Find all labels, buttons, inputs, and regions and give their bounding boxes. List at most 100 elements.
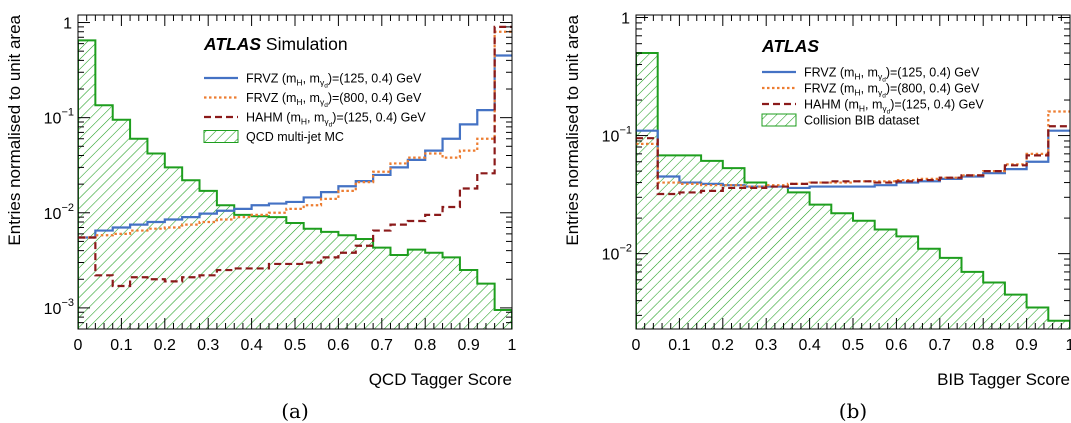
- series-line: [636, 110, 1070, 188]
- legend-header: ATLAS Simulation: [203, 34, 348, 54]
- legend-swatch: [761, 113, 797, 127]
- hatch-bin: [182, 180, 200, 329]
- panel-caption: (a): [281, 399, 309, 423]
- hatch-bin: [701, 160, 723, 329]
- hatch-bin: [874, 229, 897, 329]
- legend-item: HAHM (mH, mγd)=(125, 0.4) GeV: [204, 111, 426, 129]
- hatch-bin: [442, 257, 460, 329]
- hatch-bin: [147, 153, 165, 329]
- hatch-bin: [373, 247, 391, 329]
- hatch-bin: [112, 119, 131, 329]
- y-tick-label: 10−2: [44, 202, 74, 223]
- x-tick-label: 0.2: [712, 337, 734, 354]
- x-tick-label: 1: [1066, 337, 1071, 354]
- panel-caption: (b): [839, 399, 867, 423]
- legend-item: FRVZ (mH, mγd)=(800, 0.4) GeV: [204, 91, 422, 109]
- series-line: [78, 54, 512, 239]
- legend-item: FRVZ (mH, mγd)=(800, 0.4) GeV: [762, 82, 980, 100]
- x-tick-label: 0.4: [798, 337, 820, 354]
- legend-swatch: [203, 130, 239, 143]
- hatch-bin: [809, 204, 832, 329]
- panel-b: 0 0.1 0.2 0.3 0.4 0.5 0.6 0.7 0.8 0.9 1 10−2 10−1 1 BI…: [563, 11, 1071, 423]
- y-tick-label: 10−3: [44, 297, 74, 318]
- hatch-bin: [425, 252, 443, 329]
- y-axis-label: Entries normalised to unit area: [5, 14, 24, 245]
- legend-label: FRVZ (mH, mγd)=(125, 0.4) GeV: [246, 72, 422, 90]
- y-tick-label: 10−1: [602, 125, 632, 146]
- series-3: [636, 52, 1070, 329]
- hatch-bin: [1048, 320, 1070, 329]
- series-line: [636, 52, 1070, 329]
- legend-label: HAHM (mH, mγd)=(125, 0.4) GeV: [246, 111, 426, 129]
- series-line: [78, 39, 512, 329]
- legend-label: FRVZ (mH, mγd)=(125, 0.4) GeV: [804, 66, 980, 84]
- series-3: [78, 39, 512, 329]
- hatch-bin: [251, 216, 269, 329]
- y-tick-label: 1: [621, 11, 630, 28]
- x-tick-label: 0.1: [110, 337, 132, 354]
- hatch-bin: [286, 223, 304, 329]
- hatch-bin: [321, 231, 339, 329]
- hatch-bin: [744, 182, 767, 329]
- x-tick-label: 0: [632, 337, 641, 354]
- legend-label: Collision BIB dataset: [804, 114, 920, 128]
- series-1: [636, 110, 1070, 188]
- hatch-bin: [1026, 307, 1049, 329]
- x-tick-label: 0.9: [457, 337, 479, 354]
- hatch-bin: [407, 249, 426, 329]
- x-tick-label: 0.6: [327, 337, 349, 354]
- hatch-bin: [130, 138, 148, 329]
- hatch-bin: [390, 254, 408, 329]
- legend-item: Collision BIB dataset: [761, 113, 920, 128]
- hatch-bin: [679, 155, 702, 329]
- hatch-bin: [78, 40, 96, 329]
- hatch-bin: [234, 214, 252, 329]
- legend-header: ATLAS: [761, 36, 819, 56]
- hatch-bin: [459, 270, 478, 329]
- hatch-bin: [199, 190, 217, 329]
- hatch-bin: [477, 283, 495, 329]
- hatch-bin: [355, 239, 374, 329]
- hatch-bin: [338, 235, 356, 329]
- legend-item: HAHM (mH, mγd)=(125, 0.4) GeV: [762, 98, 984, 116]
- hatch-bin: [939, 257, 962, 329]
- x-tick-label: 1: [508, 337, 517, 354]
- x-tick-label: 0.7: [371, 337, 393, 354]
- hatch-bin: [722, 168, 745, 329]
- hatch-bin: [636, 53, 658, 329]
- hatch-bin: [918, 248, 940, 329]
- series-2: [636, 125, 1070, 196]
- x-tick-label: 0.3: [755, 337, 777, 354]
- x-tick-label: 0.2: [154, 337, 176, 354]
- hatch-bin: [853, 220, 875, 329]
- x-tick-label: 0.9: [1015, 337, 1037, 354]
- x-tick-label: 0.6: [885, 337, 907, 354]
- hatch-bin: [766, 186, 788, 329]
- hatch-bin: [303, 228, 322, 329]
- x-axis-label: QCD Tagger Score: [369, 370, 512, 389]
- legend-label: QCD multi-jet MC: [246, 130, 344, 144]
- x-tick-label: 0: [74, 337, 83, 354]
- x-tick-label: 0.5: [842, 337, 864, 354]
- hatch-bin: [164, 167, 183, 329]
- plot-area: [78, 25, 512, 329]
- hatch-bin: [983, 282, 1005, 329]
- y-tick-label: 10−2: [602, 243, 632, 264]
- legend-item: FRVZ (mH, mγd)=(125, 0.4) GeV: [762, 66, 980, 84]
- y-tick-label: 10−1: [44, 107, 74, 128]
- hatch-bin: [831, 213, 853, 329]
- y-axis-label: Entries normalised to unit area: [563, 14, 582, 245]
- legend-label: FRVZ (mH, mγd)=(800, 0.4) GeV: [246, 91, 422, 109]
- hatch-bin: [657, 155, 680, 329]
- hatch-bin: [787, 192, 810, 329]
- legend-item: QCD multi-jet MC: [203, 130, 344, 144]
- legend-item: FRVZ (mH, mγd)=(125, 0.4) GeV: [204, 72, 422, 90]
- series-1: [78, 30, 512, 239]
- x-tick-label: 0.1: [668, 337, 690, 354]
- hatch-bin: [1004, 294, 1027, 329]
- x-tick-label: 0.7: [929, 337, 951, 354]
- plot-area: [636, 52, 1070, 329]
- x-tick-label: 0.8: [972, 337, 994, 354]
- hatch-bin: [494, 310, 512, 329]
- hatch-bin: [896, 236, 919, 329]
